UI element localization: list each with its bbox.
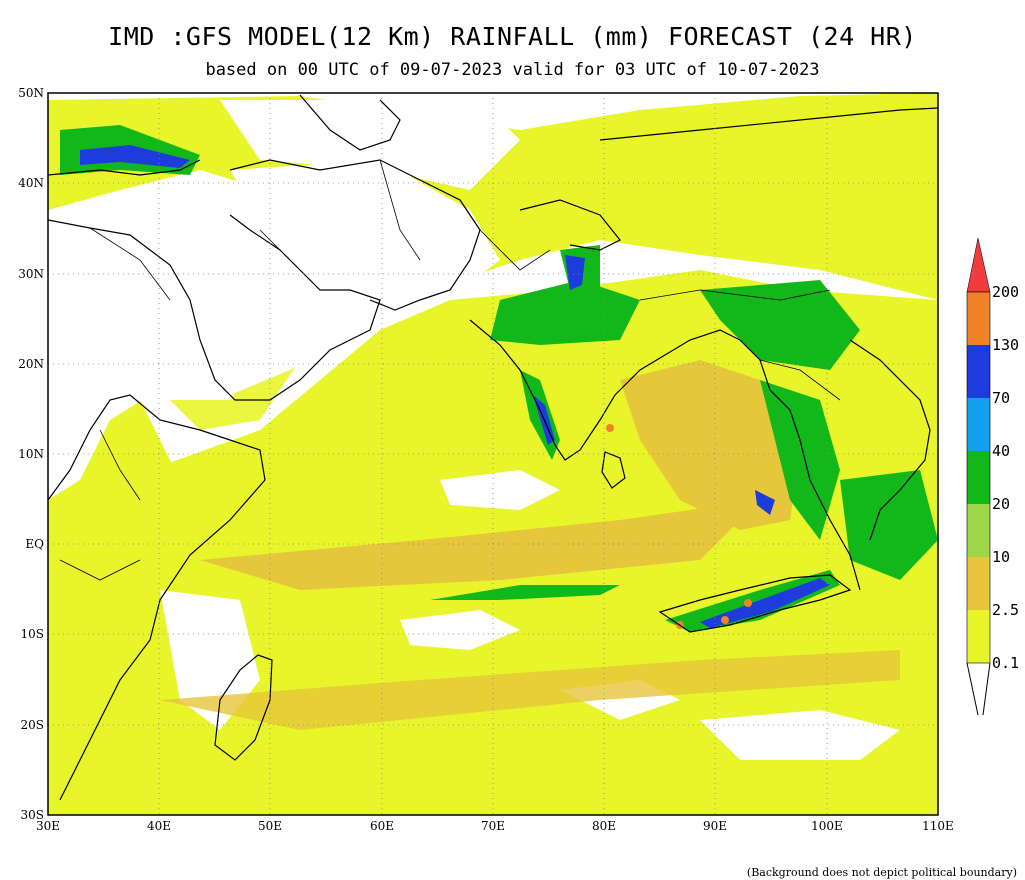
lon-tick-label: 80E — [592, 819, 616, 833]
lat-tick-label: 20N — [18, 357, 44, 371]
colorbar-label: 200 — [992, 283, 1019, 301]
colorbar-label: 130 — [992, 336, 1019, 354]
colorbar-label: 20 — [992, 495, 1010, 513]
map-gridlines — [48, 93, 938, 815]
colorbar-segment — [967, 557, 990, 610]
lon-tick-label: 50E — [258, 819, 282, 833]
heavy-rain-sumatra-band — [665, 570, 840, 632]
lon-tick-label: 90E — [703, 819, 727, 833]
lat-tick-label: 30N — [18, 267, 44, 281]
footnote: (Background does not depict political bo… — [746, 866, 1017, 879]
colorbar-label: 70 — [992, 389, 1010, 407]
very-heavy-rain-caspian — [80, 145, 190, 168]
colorbar-top-arrow — [966, 237, 991, 293]
extreme-rain-point — [606, 424, 614, 432]
colorbar-label: 10 — [992, 548, 1010, 566]
lat-tick-label: EQ — [25, 537, 44, 551]
lon-tick-label: 110E — [922, 819, 954, 833]
map-frame — [47, 92, 939, 816]
very-heavy-rain-sumatra — [700, 578, 830, 628]
extreme-rain-point — [744, 599, 752, 607]
heavy-rain-ocean-band — [430, 585, 620, 600]
colorbar-segment — [967, 504, 990, 557]
colorbar-bottom-tail — [982, 662, 991, 716]
colorbar: 200 130 70 40 20 10 2.5 0.1 — [966, 237, 1019, 716]
colorbar-segment — [967, 610, 990, 663]
very-heavy-rain-himalaya — [565, 255, 585, 290]
heavy-rain-indochina — [840, 470, 938, 580]
lat-axis: 50N 40N 30N 20N 10N EQ 10S 20S 30S — [18, 86, 44, 822]
colorbar-segment — [967, 451, 990, 504]
colorbar-segment — [967, 292, 990, 345]
lat-tick-label: 10S — [21, 627, 45, 641]
heavy-rain-north-india — [490, 280, 640, 345]
rain-band-bay-of-bengal — [620, 360, 800, 530]
colorbar-outline — [966, 291, 991, 664]
colorbar-label: 0.1 — [992, 654, 1019, 672]
lat-tick-label: 50N — [18, 86, 44, 100]
dry-region-ocean-1 — [440, 470, 560, 510]
lon-tick-label: 100E — [811, 819, 843, 833]
very-heavy-rain-bay — [755, 490, 775, 515]
lon-tick-label: 40E — [147, 819, 171, 833]
rain-region-east-africa — [48, 400, 175, 815]
boundaries — [59, 159, 841, 581]
lon-tick-label: 30E — [36, 819, 60, 833]
dry-region-central-asia — [220, 100, 520, 190]
lon-axis: 30E 40E 50E 60E 70E 80E 90E 100E 110E — [36, 819, 954, 833]
lon-tick-label: 70E — [481, 819, 505, 833]
dry-region-ocean-2 — [400, 610, 520, 650]
colorbar-segment — [967, 345, 990, 398]
rain-band-southern-ocean — [160, 650, 900, 730]
lat-tick-label: 20S — [21, 718, 45, 732]
lat-tick-label: 40N — [18, 176, 44, 190]
extreme-rain-point — [721, 616, 729, 624]
colorbar-bottom-tail — [966, 662, 979, 716]
chart-subtitle: based on 00 UTC of 09-07-2023 valid for … — [205, 60, 820, 80]
lat-tick-label: 30S — [21, 808, 45, 822]
colorbar-label: 2.5 — [992, 601, 1019, 619]
chart-title: IMD :GFS MODEL(12 Km) RAINFALL (mm) FORE… — [108, 22, 917, 51]
dry-region-iran — [230, 160, 500, 300]
colorbar-segment — [967, 398, 990, 451]
lat-tick-label: 10N — [18, 447, 44, 461]
dry-region-ocean-4 — [700, 710, 900, 760]
rain-band-ocean-south — [200, 500, 760, 590]
rainfall-field — [48, 93, 938, 815]
lon-tick-label: 60E — [370, 819, 394, 833]
colorbar-label: 40 — [992, 442, 1010, 460]
heavy-rain-northeast — [700, 280, 860, 370]
